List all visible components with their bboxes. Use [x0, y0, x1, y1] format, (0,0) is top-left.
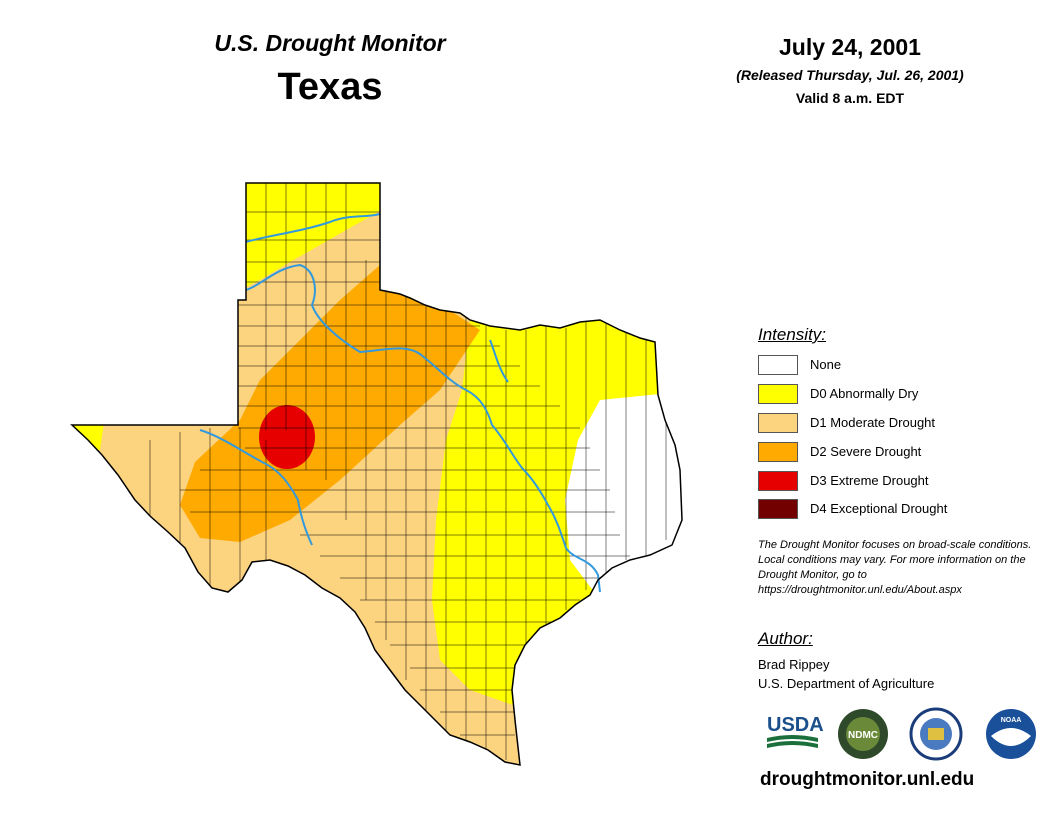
canadian-river	[245, 213, 381, 243]
product-title: U.S. Drought Monitor	[214, 30, 446, 56]
usda-logo-text: USDA	[767, 714, 824, 736]
d0-abnormally-dry-west	[72, 415, 105, 450]
legend-swatch	[758, 499, 798, 519]
texas-drought-map	[71, 182, 683, 766]
map-date: July 24, 2001	[779, 34, 921, 60]
legend-swatch	[758, 384, 798, 404]
ndmc-logo-text: NDMC	[848, 730, 878, 741]
legend-label: D3 Extreme Drought	[810, 473, 929, 488]
legend-title: Intensity:	[758, 325, 827, 344]
rivers	[199, 213, 601, 593]
d3-extreme-drought-area	[259, 405, 315, 469]
author-name: Brad Rippey	[758, 657, 830, 672]
legend-label: D1 Moderate Drought	[810, 415, 936, 430]
legend-label: D4 Exceptional Drought	[810, 501, 948, 516]
legend-label: D2 Severe Drought	[810, 444, 922, 459]
website-link[interactable]: droughtmonitor.unl.edu	[760, 769, 975, 790]
legend-label: None	[810, 357, 842, 372]
d2-severe-drought-area	[180, 265, 480, 542]
noaa-logo: NOAA	[986, 709, 1036, 759]
noaa-logo-text: NOAA	[1001, 717, 1022, 724]
valid-time: Valid 8 a.m. EDT	[795, 90, 905, 106]
disclaimer-note: The Drought Monitor focuses on broad-sca…	[758, 539, 1032, 596]
red-brazos-river	[245, 263, 601, 593]
usda-logo: USDA	[767, 714, 824, 748]
legend-swatch	[758, 442, 798, 462]
legend-swatch	[758, 471, 798, 491]
trinity-river	[489, 339, 509, 383]
pecos-river	[199, 429, 313, 546]
d0-abnormally-dry-panhandle	[240, 183, 390, 290]
legend-swatch	[758, 413, 798, 433]
county-lines	[149, 183, 667, 760]
legend-label: D0 Abnormally Dry	[810, 386, 919, 401]
doc-seal-logo	[909, 707, 963, 761]
legend-swatch	[758, 355, 798, 375]
author-title: Author:	[758, 629, 813, 648]
region-title: Texas	[277, 66, 383, 108]
partner-logos: USDA NDMC NOAA	[767, 707, 1036, 761]
ndmc-logo: NDMC	[838, 709, 888, 759]
release-date: (Released Thursday, Jul. 26, 2001)	[736, 67, 964, 83]
author-org: U.S. Department of Agriculture	[758, 676, 935, 691]
